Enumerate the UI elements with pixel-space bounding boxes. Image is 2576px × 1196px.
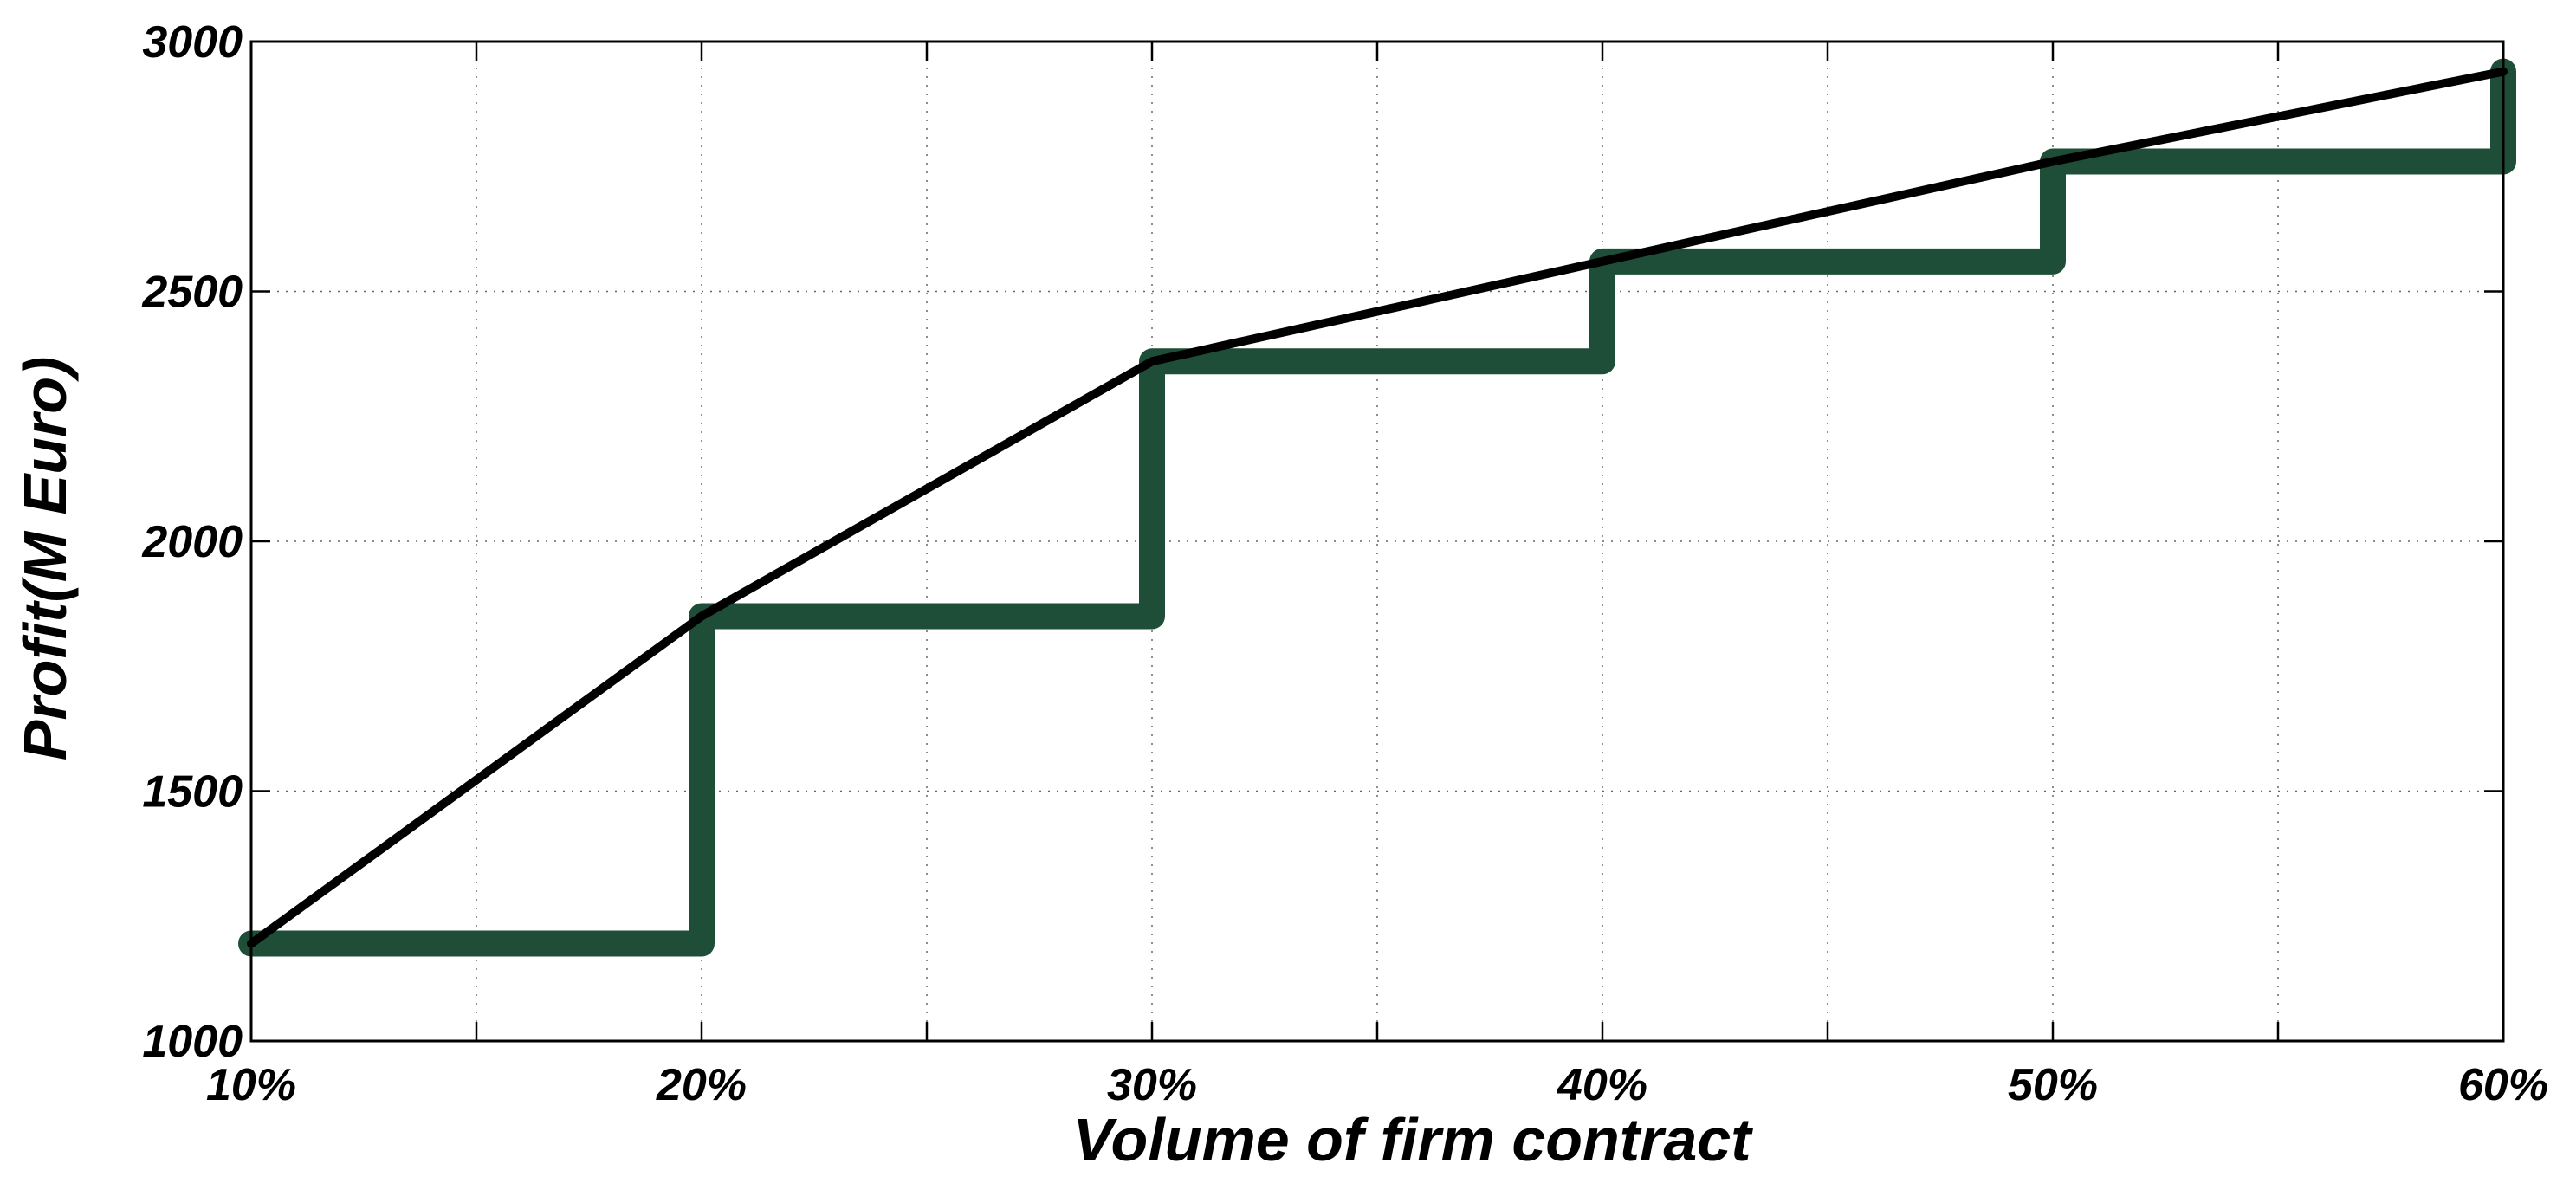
x-axis-title: Volume of firm contract xyxy=(1072,1106,1753,1173)
y-axis-title: Profit(M Euro) xyxy=(11,357,79,761)
y-tick-label: 1500 xyxy=(142,767,243,818)
y-tick-label: 2500 xyxy=(141,268,243,318)
tick-labels: 10% 20% 30% 40% 50% 60% 1000 1500 2000 2500 3000 xyxy=(141,17,2548,1110)
y-tick-label: 2000 xyxy=(141,517,243,567)
ticks xyxy=(249,40,2505,1043)
step-series-line xyxy=(238,58,2516,957)
y-tick-label: 3000 xyxy=(142,17,243,68)
x-tick-label: 60% xyxy=(2458,1060,2548,1110)
trend-series-line xyxy=(247,67,2508,948)
x-tick-label: 20% xyxy=(656,1060,747,1110)
series-layer xyxy=(238,58,2516,957)
x-tick-label: 50% xyxy=(2008,1060,2098,1110)
y-tick-label: 1000 xyxy=(142,1017,243,1067)
x-tick-label: 30% xyxy=(1107,1060,1197,1110)
grid xyxy=(251,42,2503,1041)
x-tick-label: 40% xyxy=(1557,1060,1647,1110)
x-tick-label: 10% xyxy=(206,1060,296,1110)
